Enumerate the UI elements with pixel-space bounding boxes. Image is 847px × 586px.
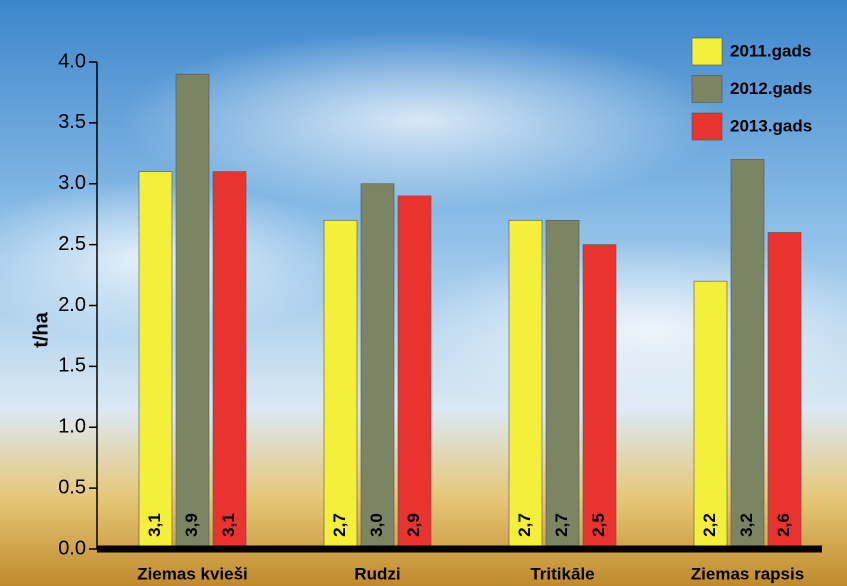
data-label: 2,5	[589, 513, 608, 537]
bar	[693, 280, 728, 550]
data-label: 3,1	[219, 513, 238, 537]
bar	[730, 159, 765, 550]
legend-label: 2013.gads	[730, 116, 812, 135]
cloud	[0, 180, 350, 340]
legend-label: 2012.gads	[730, 79, 812, 98]
y-tick-label: 4.0	[58, 50, 86, 72]
legend-swatch	[691, 75, 723, 103]
data-label: 2,7	[330, 513, 349, 537]
y-tick-label: 0.5	[58, 476, 86, 498]
y-axis-title: t/ha	[30, 311, 52, 347]
y-tick-label: 2.0	[58, 294, 86, 316]
bar	[545, 219, 580, 550]
bar	[397, 195, 432, 550]
data-label: 2,2	[700, 513, 719, 537]
legend: 2011.gads 2012.gads 2013.gads	[691, 37, 812, 141]
data-label: 2,7	[552, 513, 571, 537]
y-tick-label: 0.0	[58, 537, 86, 559]
bar	[212, 171, 247, 550]
x-tick-label: Rudzi	[354, 564, 400, 583]
legend-label: 2011.gads	[730, 41, 811, 60]
data-label: 3,0	[367, 513, 386, 537]
bar	[175, 73, 210, 550]
y-tick-label: 1.0	[58, 416, 86, 438]
legend-swatch	[691, 37, 723, 66]
x-tick-label: Ziemas rapsis	[691, 564, 804, 583]
cloud	[120, 30, 720, 210]
bar	[360, 183, 395, 550]
x-tick-label: Ziemas kvieši	[137, 564, 248, 583]
x-tick-label: Tritikāle	[530, 564, 594, 583]
data-label: 3,1	[145, 513, 164, 537]
y-tick-label: 3.5	[58, 111, 86, 133]
bar	[138, 171, 173, 550]
data-label: 3,9	[182, 513, 201, 537]
data-label: 2,9	[404, 513, 423, 537]
data-label: 2,7	[515, 513, 534, 537]
bar	[508, 219, 543, 550]
bar	[323, 219, 358, 550]
bar	[582, 244, 617, 550]
data-label: 3,2	[737, 513, 756, 537]
y-tick-label: 1.5	[58, 355, 86, 377]
y-tick-label: 2.5	[58, 233, 86, 255]
data-label: 2,6	[774, 513, 793, 537]
legend-swatch	[691, 112, 723, 141]
bar	[767, 232, 802, 550]
y-tick-label: 3.0	[58, 172, 86, 194]
